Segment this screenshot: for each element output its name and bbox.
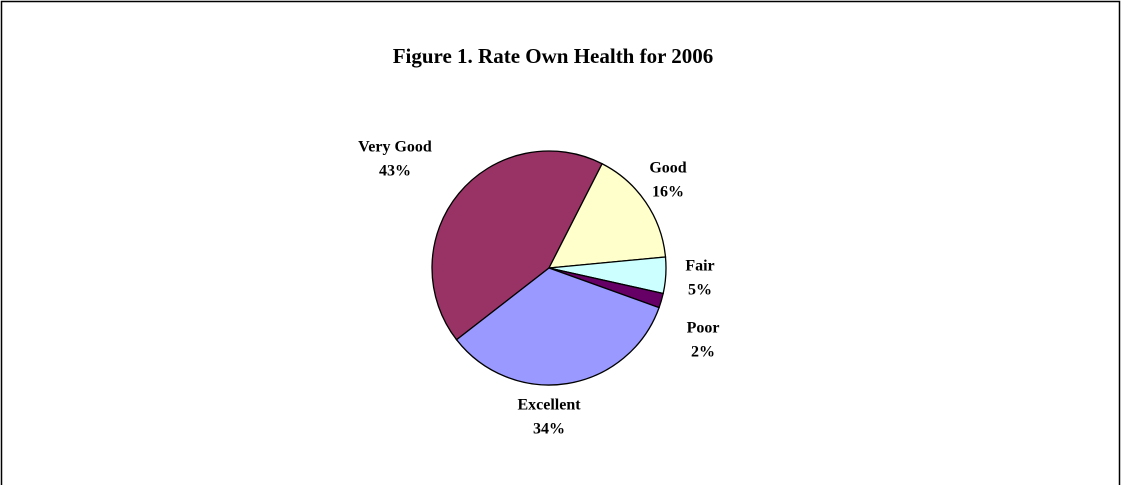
slice-value-label: 43% (379, 163, 411, 180)
chart-title: Figure 1. Rate Own Health for 2006 (393, 44, 714, 68)
slice-value-label: 2% (691, 344, 715, 361)
slice-label: Good (649, 160, 686, 177)
slice-label: Very Good (358, 139, 432, 156)
pie-slice (431, 150, 603, 341)
slice-label: Fair (685, 258, 714, 275)
slice-label: Excellent (517, 397, 581, 414)
pie-slice (455, 267, 660, 386)
slice-value-label: 34% (533, 421, 565, 438)
slice-label: Poor (687, 320, 720, 337)
slice-value-label: 16% (652, 184, 684, 201)
slice-value-label: 5% (688, 282, 712, 299)
pie-slice (547, 162, 667, 269)
